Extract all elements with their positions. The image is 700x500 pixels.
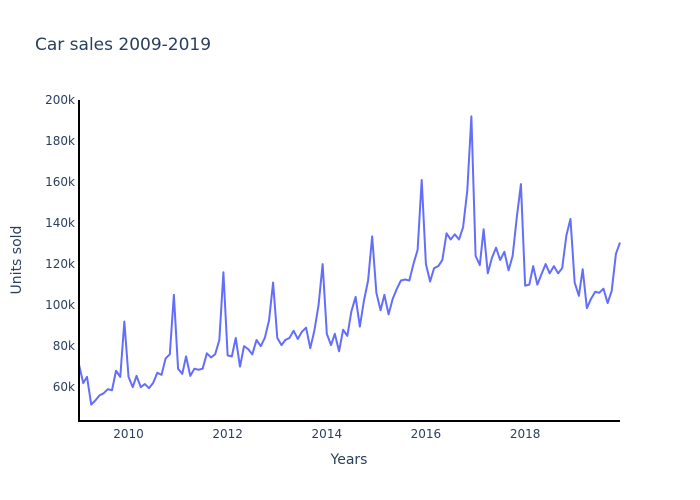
y-tick-label: 200k [45,93,75,107]
x-tick-label: 2012 [212,427,243,441]
series-line [78,115,621,406]
y-axis-title: Units sold [9,226,25,295]
x-axis-title: Years [330,452,368,468]
x-axis-ticks: 2010 2012 2014 2016 2018 [113,427,540,441]
x-tick-label: 2016 [411,427,442,441]
x-tick-label: 2018 [510,427,541,441]
y-tick-label: 120k [45,257,75,271]
chart-title: Car sales 2009-2019 [35,35,211,55]
x-tick-label: 2014 [312,427,343,441]
y-tick-label: 100k [45,298,75,312]
y-tick-label: 80k [53,339,75,353]
x-tick-label: 2010 [113,427,144,441]
y-tick-label: 60k [53,380,75,394]
y-tick-label: 180k [45,134,75,148]
y-axis-ticks: 60k 80k 100k 120k 140k 160k 180k 200k [45,93,75,394]
y-tick-label: 160k [45,175,75,189]
y-tick-label: 140k [45,216,75,230]
